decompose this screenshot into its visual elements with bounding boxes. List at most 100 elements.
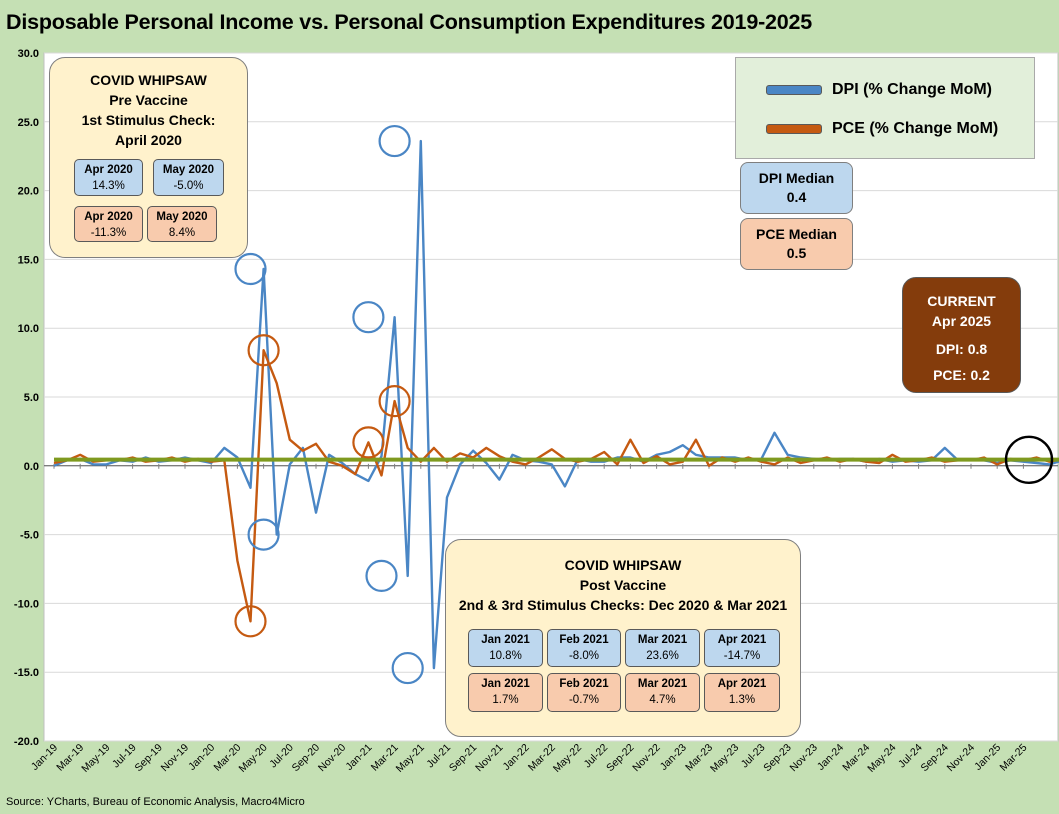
legend-swatch-dpi (766, 85, 822, 95)
pce-highlight-circle (234, 605, 267, 638)
post-pce-cell: Jan 2021 1.7% (468, 673, 543, 712)
x-tick-label: Nov-22 (630, 742, 663, 775)
x-tick-label: May-20 (236, 742, 269, 775)
pre-vaccine-panel: COVID WHIPSAW Pre Vaccine 1st Stimulus C… (49, 57, 248, 258)
cell-value: 23.6% (646, 650, 679, 662)
current-dpi: DPI: 0.8 (903, 339, 1020, 359)
cell-value: 1.3% (728, 694, 756, 706)
y-tick-label: -5.0 (20, 530, 39, 542)
x-tick-label: Sep-19 (132, 742, 165, 775)
current-period: Apr 2025 (931, 313, 992, 329)
pce-highlight-circle (378, 385, 411, 418)
cell-month: Apr 2020 (84, 164, 133, 176)
highlight-circles (234, 124, 1054, 685)
cell-value: -5.0% (173, 180, 204, 192)
x-tick-label: Jan-21 (343, 742, 374, 773)
y-tick-label: 15.0 (18, 254, 39, 266)
x-tick-label: Nov-24 (945, 742, 978, 775)
cell-month: Apr 2020 (84, 211, 133, 223)
cell-value: -14.7% (723, 650, 761, 662)
x-tick-label: Jan-25 (972, 742, 1003, 773)
cell-month: Feb 2021 (559, 634, 609, 646)
dpi-highlight-circle (378, 124, 411, 158)
x-tick-label: Jan-22 (501, 742, 532, 773)
dpi-highlight-circle (247, 518, 280, 551)
pre-pce-cell: Apr 2020 -11.3% (74, 206, 143, 242)
cell-month: Jan 2021 (481, 634, 530, 646)
current-highlight-circle (1004, 435, 1054, 484)
post-dpi-cell: Mar 2021 23.6% (625, 629, 700, 667)
dpi-highlight-circle (365, 559, 398, 592)
x-tick-label: Nov-19 (159, 742, 192, 775)
pre-dpi-cell: Apr 2020 14.3% (74, 159, 143, 196)
legend-swatch-pce (766, 124, 822, 134)
pre-vaccine-line2: April 2020 (115, 132, 182, 148)
x-tick-label: Nov-20 (316, 742, 349, 775)
cell-value: 4.7% (649, 694, 676, 706)
current-dpi-label: DPI: (935, 341, 964, 357)
x-tick-label: Sep-20 (290, 742, 323, 775)
cell-month: Mar 2021 (637, 634, 688, 646)
current-pce: PCE: 0.2 (903, 365, 1020, 385)
cell-value: 8.4% (168, 227, 196, 239)
pre-dpi-cell: May 2020 -5.0% (153, 159, 224, 196)
series-lines (53, 139, 1059, 670)
x-tick-label: May-23 (708, 742, 741, 775)
y-tick-label: 25.0 (18, 117, 39, 129)
x-tick-label: May-21 (394, 742, 427, 775)
pre-vaccine-line1: 1st Stimulus Check: (81, 112, 216, 128)
y-axis-ticks: 30.0 25.0 20.0 15.0 10.0 5.0 0.0 -5.0 -10.0 -15.0… (14, 48, 39, 748)
x-tick-label: Sep-21 (447, 742, 480, 775)
dpi-highlight-circle (352, 301, 385, 334)
cell-value: 10.8% (489, 650, 522, 662)
y-tick-label: 0.0 (24, 461, 39, 473)
x-tick-label: Jan-23 (658, 742, 689, 773)
post-vaccine-subtitle: Post Vaccine (579, 577, 667, 593)
cell-value: 1.7% (492, 694, 519, 706)
x-tick-label: Nov-21 (473, 742, 506, 775)
x-tick-label: May-24 (865, 742, 898, 775)
post-vaccine-title: COVID WHIPSAW (564, 557, 682, 573)
x-tick-label: Jan-24 (815, 742, 846, 773)
pce-median-box: PCE Median 0.5 (740, 218, 853, 270)
pce-highlight-circle (352, 426, 385, 459)
post-vaccine-panel: COVID WHIPSAW Post Vaccine 2nd & 3rd Sti… (445, 539, 801, 737)
current-pce-label: PCE: (933, 367, 967, 383)
pre-pce-cell: May 2020 8.4% (147, 206, 217, 242)
y-tick-label: 20.0 (18, 186, 39, 198)
post-pce-cell: Feb 2021 -0.7% (547, 673, 621, 712)
y-tick-label: 5.0 (24, 392, 39, 404)
x-tick-label: Sep-23 (761, 742, 794, 775)
legend-label-dpi: DPI (% Change MoM) (832, 81, 992, 98)
y-tick-label: -15.0 (14, 667, 39, 679)
source-note: Source: YCharts, Bureau of Economic Anal… (6, 796, 305, 808)
dpi-highlight-circle (234, 252, 267, 286)
dpi-median-box: DPI Median 0.4 (740, 162, 853, 214)
cell-value: -8.0% (568, 650, 600, 662)
cell-value: -11.3% (90, 227, 127, 239)
legend-label-pce: PCE (% Change MoM) (832, 120, 999, 137)
cell-month: May 2020 (162, 164, 215, 176)
y-tick-label: -20.0 (14, 736, 39, 748)
dpi-highlight-circle (391, 651, 424, 685)
current-dpi-value: 0.8 (967, 341, 988, 357)
cell-month: Jan 2021 (481, 678, 530, 690)
post-dpi-cell: Apr 2021 -14.7% (704, 629, 780, 667)
x-tick-label: May-19 (79, 742, 112, 775)
pre-vaccine-title: COVID WHIPSAW (90, 72, 207, 88)
legend: DPI (% Change MoM) PCE (% Change MoM) (735, 57, 1035, 159)
cell-month: Mar 2021 (637, 678, 688, 690)
x-tick-label: Mar-25 (998, 742, 1030, 774)
dpi-median-value: 0.4 (786, 189, 807, 205)
pce-highlight-circle (247, 334, 280, 367)
cell-month: Apr 2021 (717, 634, 767, 646)
cell-month: Feb 2021 (559, 678, 609, 690)
y-tick-label: 30.0 (18, 48, 39, 60)
legend-item-dpi: DPI (% Change MoM) (766, 80, 992, 100)
x-tick-label: Sep-22 (604, 742, 637, 775)
cell-value: 14.3% (92, 180, 125, 192)
chart-title: Disposable Personal Income vs. Personal … (6, 10, 813, 34)
pre-vaccine-subtitle: Pre Vaccine (109, 92, 188, 108)
x-tick-label: Sep-24 (918, 742, 951, 775)
cell-value: -0.7% (568, 694, 600, 706)
